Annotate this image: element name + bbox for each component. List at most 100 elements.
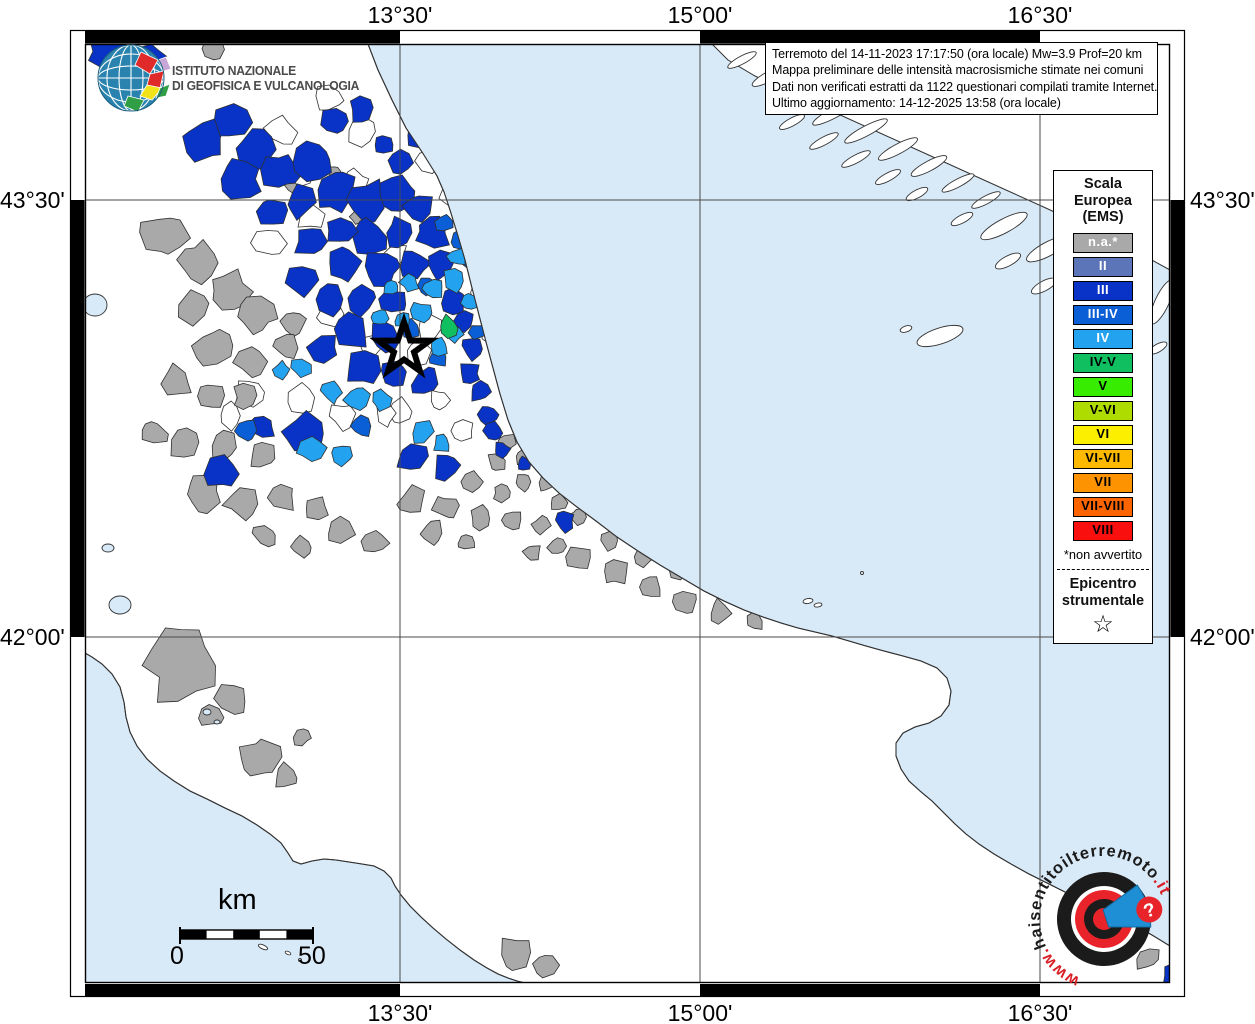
municipality-III — [378, 291, 407, 313]
municipality-na — [238, 738, 283, 777]
municipality-III — [460, 363, 481, 385]
legend-epicenter-line1: Epicentro — [1069, 575, 1137, 592]
municipality-na — [292, 728, 312, 747]
legend-title-line3: (EMS) — [1082, 209, 1124, 225]
legend-title-line2: Europea — [1073, 192, 1132, 209]
axis-label-bottom-2: 16°30' — [1007, 1000, 1073, 1024]
municipality-IV — [383, 279, 399, 295]
municipality-na — [430, 496, 460, 519]
municipality-na — [275, 761, 298, 788]
municipality-IV — [331, 445, 353, 468]
municipality-IV — [290, 358, 312, 379]
municipality-na — [170, 427, 200, 458]
municipality-na — [470, 503, 491, 532]
axis-label-left-0: 43°30' — [0, 187, 65, 213]
municipality-III — [386, 215, 413, 249]
legend-epicenter-line2: strumentale — [1061, 592, 1145, 609]
municipality-na — [211, 429, 237, 465]
municipality-III — [387, 148, 415, 175]
municipality-na — [500, 511, 522, 531]
municipality-w — [250, 230, 288, 255]
municipality-III — [1162, 962, 1170, 983]
municipality-IV — [460, 292, 479, 310]
municipality-na — [460, 470, 484, 493]
municipality-na — [190, 328, 234, 367]
municipality-na — [197, 384, 226, 408]
municipality-III — [284, 266, 320, 299]
municipality-III — [320, 107, 349, 134]
municipality-na — [457, 534, 476, 550]
municipality-III — [347, 350, 382, 384]
municipality-III — [214, 103, 254, 137]
municipality-na — [546, 537, 568, 554]
axis-label-bottom-1: 15°00' — [667, 1000, 733, 1024]
epicenter-star-icon: ☆ — [1092, 610, 1114, 638]
municipality-na — [272, 333, 299, 359]
municipality-IV — [421, 278, 443, 299]
municipality-IV — [412, 420, 435, 444]
municipality-III-IV — [434, 214, 454, 232]
municipality-III — [255, 199, 289, 225]
legend-swatch-VI: VI — [1073, 424, 1133, 445]
graticule — [85, 44, 1170, 983]
municipality-na — [515, 474, 532, 493]
municipality-na — [237, 295, 279, 336]
municipality-III — [471, 379, 492, 402]
municipality-na — [279, 312, 308, 338]
municipality-na — [233, 382, 258, 411]
municipality-III — [435, 454, 462, 482]
municipality-IV — [271, 359, 291, 381]
municipality-na — [639, 576, 661, 597]
municipality-w — [450, 419, 474, 442]
municipality-III — [292, 140, 332, 183]
municipality-III — [333, 311, 367, 348]
ingv-name-line2: DI GEOFISICA E VULCANOLOGIA — [172, 79, 360, 93]
municipality-na — [289, 534, 312, 559]
municipality-IV — [433, 433, 450, 452]
info-line-questionnaires: Dati non verificati estratti da 1122 que… — [772, 79, 1158, 94]
info-line-event: Terremoto del 14-11-2023 17:17:50 (ora l… — [772, 47, 1142, 61]
watermark-logo: ? www.haisentitoilterremoto.it — [1006, 823, 1175, 999]
municipality-na — [710, 597, 733, 625]
municipality-III — [317, 171, 356, 214]
municipality-III — [554, 510, 575, 535]
municipality-IV-V — [440, 313, 459, 340]
municipality-na — [266, 483, 294, 511]
municipality-IV — [342, 387, 371, 412]
info-line-map-type: Mappa preliminare delle intensità macros… — [772, 63, 1144, 78]
info-line-updated: Ultimo aggiornamento: 14-12-2025 13:58 (… — [772, 95, 1061, 110]
legend-swatch-VIII: VIII — [1073, 520, 1133, 541]
municipality-III — [410, 366, 439, 394]
municipality-na — [177, 289, 210, 327]
municipality-na — [160, 362, 192, 396]
legend-divider — [1057, 568, 1149, 570]
axis-label-left-1: 42°00' — [0, 624, 65, 650]
epicenter-star — [369, 312, 439, 379]
municipality-na — [213, 684, 246, 715]
municipality-III — [203, 454, 240, 487]
lake-trasimeno — [82, 293, 108, 317]
municipality-IV — [370, 309, 390, 325]
municipality-na — [176, 238, 219, 286]
municipality-na — [671, 590, 697, 614]
municipality-na — [419, 519, 443, 547]
legend-title-line1: Scala — [1084, 176, 1122, 192]
scalebar-start-label: 0 — [170, 942, 184, 970]
axis-label-right-1: 42°00' — [1190, 624, 1255, 650]
legend-swatch-II: II — [1073, 256, 1133, 277]
municipality-na — [141, 627, 216, 703]
legend-items: n.a.* II III III-IV IV IV-V V V-VI VI VI-VII VII VI… — [1054, 232, 1152, 541]
municipality-III — [495, 441, 512, 460]
municipality-III — [349, 95, 374, 123]
axis-label-top-2: 16°30' — [1007, 2, 1073, 28]
municipality-IV — [443, 267, 464, 294]
municipality-III — [461, 338, 483, 363]
municipality-na — [604, 559, 628, 585]
municipality-na — [396, 484, 426, 513]
municipality-IV — [372, 388, 393, 413]
municipality-w — [348, 116, 376, 148]
scalebar-unit-label: km — [218, 884, 257, 916]
municipality-na — [521, 545, 541, 561]
municipality-na — [305, 496, 329, 521]
